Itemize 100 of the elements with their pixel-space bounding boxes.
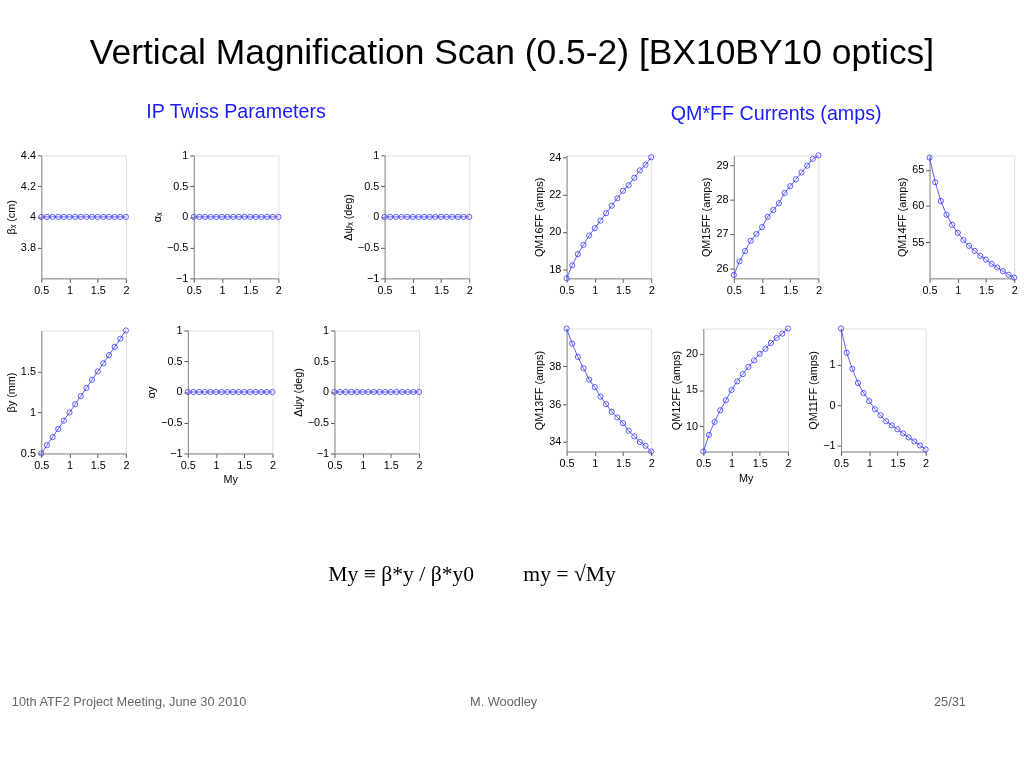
point bbox=[756, 350, 763, 357]
y-tick-label: 0.5 bbox=[173, 179, 189, 192]
y-tick-label: 36 bbox=[549, 397, 562, 410]
x-tick-label: 2 bbox=[275, 283, 282, 296]
y-tick-label: 1 bbox=[323, 323, 330, 336]
y-tick-label: 10 bbox=[685, 419, 698, 432]
y-axis-title: Δψy (deg) bbox=[291, 368, 304, 417]
point bbox=[809, 155, 816, 162]
text: 25/31 bbox=[934, 694, 966, 710]
x-tick-label: 1 bbox=[410, 283, 417, 296]
point bbox=[89, 376, 96, 383]
x-tick-label: 1.5 bbox=[615, 283, 631, 296]
point bbox=[631, 433, 638, 440]
point bbox=[779, 330, 786, 337]
point bbox=[932, 179, 939, 186]
point bbox=[888, 422, 895, 429]
x-tick-label: 1.5 bbox=[383, 458, 399, 471]
x-tick-label: 1.5 bbox=[237, 458, 253, 471]
point bbox=[603, 210, 610, 217]
y-tick-label: 24 bbox=[549, 150, 562, 163]
x-tick-label: 2 bbox=[123, 458, 130, 471]
x-tick-label: 1 bbox=[67, 283, 74, 296]
point bbox=[711, 418, 718, 425]
y-tick-label: 0.5 bbox=[20, 446, 36, 459]
x-tick-label: 2 bbox=[648, 456, 655, 469]
point bbox=[43, 442, 50, 449]
y-tick-label: 28 bbox=[716, 193, 729, 206]
point bbox=[642, 442, 649, 449]
point bbox=[625, 427, 632, 434]
x-tick-label: 0.5 bbox=[559, 456, 575, 469]
y-tick-label: 4.2 bbox=[20, 179, 36, 192]
point bbox=[759, 224, 766, 231]
point bbox=[966, 242, 973, 249]
y-tick-label: 0 bbox=[829, 398, 836, 411]
y-tick-label: 18 bbox=[549, 262, 562, 275]
point bbox=[597, 393, 604, 400]
y-tick-label: 38 bbox=[549, 359, 562, 372]
chart-subtitle: IP Twiss Parameters bbox=[146, 100, 327, 123]
point bbox=[636, 439, 643, 446]
text: M. Woodley bbox=[470, 694, 538, 710]
point bbox=[574, 251, 581, 258]
point bbox=[591, 384, 598, 391]
y-axis-title: QM16FF (amps) bbox=[533, 177, 546, 258]
y-tick-label: 22 bbox=[549, 187, 562, 200]
x-tick-label: 2 bbox=[416, 458, 423, 471]
point bbox=[105, 352, 112, 359]
y-axis-title: βₓ (cm) bbox=[4, 200, 17, 235]
y-tick-label: 1 bbox=[176, 323, 183, 336]
x-tick-label: 2 bbox=[466, 283, 473, 296]
y-tick-label: 20 bbox=[549, 225, 562, 238]
x-tick-label: 1 bbox=[219, 283, 226, 296]
y-tick-label: 65 bbox=[912, 163, 925, 176]
x-tick-label: 0.5 bbox=[696, 456, 712, 469]
x-tick-label: 1.5 bbox=[978, 283, 994, 296]
y-tick-label: 29 bbox=[716, 159, 729, 172]
point bbox=[614, 195, 621, 202]
point bbox=[49, 434, 56, 441]
point bbox=[72, 401, 79, 408]
point bbox=[792, 176, 799, 183]
point bbox=[742, 248, 749, 255]
point bbox=[747, 237, 754, 244]
point bbox=[843, 349, 850, 356]
point bbox=[117, 335, 124, 342]
point bbox=[77, 393, 84, 400]
point bbox=[988, 260, 995, 267]
point bbox=[937, 197, 944, 204]
point bbox=[764, 213, 771, 220]
point bbox=[603, 401, 610, 408]
point bbox=[614, 414, 621, 421]
point bbox=[722, 397, 729, 404]
point bbox=[916, 442, 923, 449]
point bbox=[999, 268, 1006, 275]
x-tick-label: 1 bbox=[592, 456, 599, 469]
point bbox=[770, 207, 777, 214]
y-tick-label: −1 bbox=[366, 271, 380, 284]
y-tick-label: 26 bbox=[716, 261, 729, 274]
x-tick-label: 0.5 bbox=[559, 283, 575, 296]
y-axis-title: QM11FF (amps) bbox=[807, 351, 820, 430]
x-tick-label: 1.5 bbox=[752, 456, 768, 469]
point bbox=[900, 430, 907, 437]
point bbox=[871, 406, 878, 413]
point bbox=[597, 217, 604, 224]
point bbox=[849, 365, 856, 372]
x-tick-label: 1 bbox=[592, 283, 599, 296]
point bbox=[66, 409, 73, 416]
point bbox=[804, 162, 811, 169]
y-tick-label: −1 bbox=[823, 438, 836, 451]
x-tick-label: 0.5 bbox=[922, 283, 938, 296]
chart-subtitle: QM*FF Currents (amps) bbox=[670, 101, 882, 124]
x-tick-label: 1.5 bbox=[90, 283, 106, 296]
point bbox=[949, 221, 956, 228]
y-tick-label: −0.5 bbox=[161, 416, 183, 429]
x-tick-label: 1.5 bbox=[243, 283, 259, 296]
y-axis-title: QM12FF (amps) bbox=[669, 350, 682, 431]
x-tick-label: 2 bbox=[123, 283, 130, 296]
y-tick-label: 1 bbox=[29, 405, 36, 418]
y-axis-title: Δψₓ (deg) bbox=[341, 194, 354, 241]
point bbox=[569, 340, 576, 347]
point bbox=[569, 262, 576, 269]
point bbox=[83, 384, 90, 391]
